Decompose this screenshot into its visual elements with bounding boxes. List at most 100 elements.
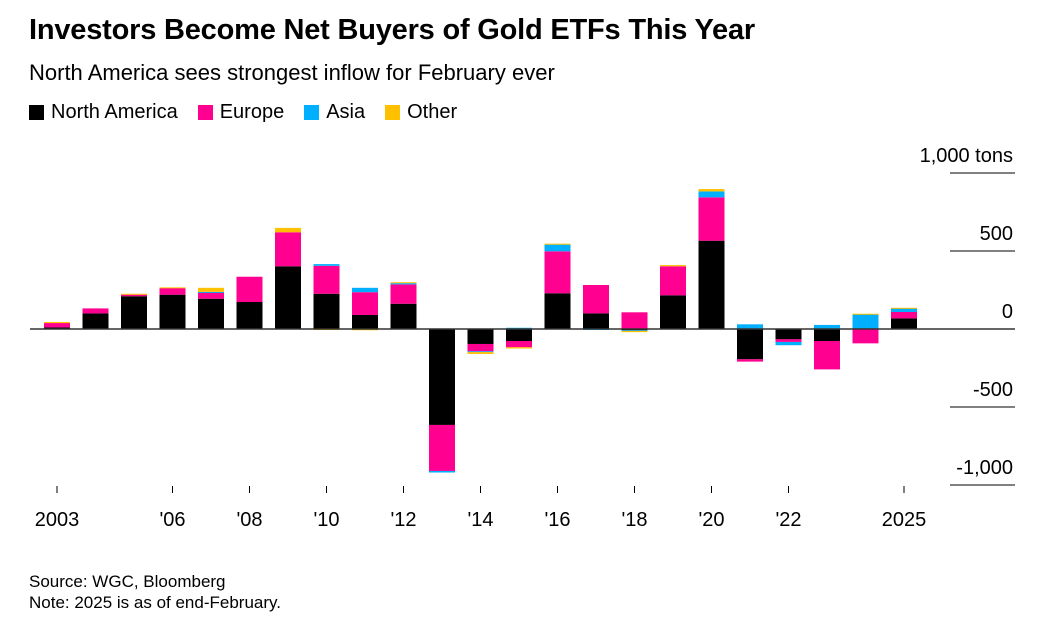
legend-label: Europe	[219, 101, 285, 123]
bar-europe-2013	[429, 424, 455, 471]
bar-other-2014	[467, 352, 494, 354]
bar-asia-2012	[390, 283, 417, 285]
bar-europe-2004	[82, 308, 109, 314]
y-tick-label: 500	[980, 223, 1013, 245]
bar-other-2005	[121, 293, 147, 295]
footer: Source: WGC, Bloomberg Note: 2025 is as …	[29, 571, 281, 613]
x-tick-label: '14	[467, 509, 493, 531]
bar-north-america-2010	[313, 293, 340, 329]
bar-europe-2021	[737, 359, 763, 362]
bar-europe-2005	[121, 294, 147, 297]
bar-north-america-2023	[814, 329, 840, 342]
bar-other-2020	[698, 189, 725, 192]
x-tick-label: '20	[698, 509, 724, 531]
bar-north-america-2003	[44, 327, 70, 329]
source-note: Source: WGC, Bloomberg	[29, 572, 226, 591]
bar-europe-2009	[275, 232, 301, 267]
bar-europe-2012	[390, 284, 417, 304]
bar-europe-2017	[583, 285, 609, 314]
bar-north-america-2014	[467, 329, 494, 344]
bar-north-america-2008	[236, 302, 263, 329]
bar-north-america-2019	[660, 295, 686, 329]
bar-asia-2018	[621, 330, 648, 332]
y-tick-label: 1,000 tons	[920, 145, 1013, 167]
bar-other-2012	[390, 282, 417, 284]
bar-europe-2003	[44, 323, 70, 328]
bar-north-america-2020	[698, 240, 725, 329]
y-tick-label: -1,000	[956, 457, 1013, 479]
legend-item-asia: Asia	[304, 101, 365, 124]
bar-north-america-2015	[506, 329, 532, 342]
chart-subtitle: North America sees strongest inflow for …	[29, 60, 555, 85]
bar-other-2024	[852, 313, 879, 315]
bar-europe-2018	[621, 312, 648, 329]
bar-asia-2007	[198, 291, 224, 293]
y-tick-label: -500	[973, 379, 1013, 401]
bar-europe-2008	[236, 276, 263, 303]
bar-asia-2014	[467, 351, 494, 353]
bar-europe-2022	[775, 339, 802, 342]
bar-europe-2011	[352, 292, 378, 315]
legend-swatch	[197, 105, 213, 120]
bar-europe-2007	[198, 292, 224, 299]
bar-asia-2023	[814, 324, 840, 329]
bar-asia-2013	[429, 470, 455, 473]
legend-swatch	[304, 105, 320, 120]
bar-north-america-2011	[352, 314, 378, 329]
bar-north-america-2012	[390, 303, 417, 329]
legend-item-other: Other	[385, 101, 457, 124]
x-tick-label: '22	[775, 509, 801, 531]
x-tick-label: 2025	[882, 509, 927, 531]
bar-other-2016	[544, 243, 571, 245]
bar-north-america-2021	[737, 329, 763, 360]
bar-asia-2010	[313, 264, 340, 266]
bar-europe-2014	[467, 343, 494, 352]
bar-europe-2016	[544, 251, 571, 294]
bar-europe-2020	[698, 197, 725, 241]
y-tick-label: 0	[1002, 301, 1013, 323]
chart-title: Investors Become Net Buyers of Gold ETFs…	[29, 14, 755, 46]
bar-north-america-2007	[198, 298, 224, 329]
bar-north-america-2009	[275, 266, 301, 329]
x-tick-label: '10	[313, 509, 339, 531]
bar-north-america-2025	[891, 318, 917, 329]
bar-asia-2021	[737, 324, 763, 329]
bar-north-america-2022	[775, 329, 802, 340]
bar-asia-2022	[775, 341, 802, 346]
legend-label: Other	[407, 101, 458, 123]
bar-other-2003	[44, 321, 70, 324]
footnote: Note: 2025 is as of end-February.	[29, 593, 281, 612]
bar-asia-2025	[891, 308, 917, 312]
legend-swatch	[29, 105, 44, 120]
bar-europe-2023	[814, 341, 840, 370]
bar-other-2009	[275, 227, 301, 233]
x-tick-label: 2003	[35, 509, 80, 531]
bar-other-2015	[506, 347, 532, 349]
bar-north-america-2004	[82, 313, 109, 329]
bar-europe-2015	[506, 341, 532, 348]
bar-north-america-2017	[583, 313, 609, 329]
x-tick-label: '18	[621, 509, 647, 531]
bar-other-2007	[198, 287, 224, 292]
bar-europe-2006	[159, 287, 186, 295]
bar-europe-2025	[891, 311, 917, 319]
bar-north-america-2005	[121, 296, 147, 329]
bar-north-america-2016	[544, 293, 571, 329]
legend-label: Asia	[326, 101, 366, 123]
bar-other-2018	[621, 330, 648, 333]
bar-other-2019	[660, 265, 686, 267]
bar-north-america-2006	[159, 294, 186, 329]
legend: North America Europe Asia Other	[29, 101, 457, 124]
bar-asia-2020	[698, 191, 725, 198]
bar-asia-2016	[544, 244, 571, 252]
bar-europe-2010	[313, 265, 340, 294]
x-tick-label: '16	[544, 509, 570, 531]
bar-other-2006	[159, 287, 186, 289]
x-tick-label: '08	[236, 509, 262, 531]
legend-item-europe: Europe	[197, 101, 285, 124]
bar-asia-2011	[352, 287, 378, 293]
legend-item-north-america: North America	[29, 101, 178, 124]
bar-europe-2019	[660, 266, 686, 296]
x-tick-label: '06	[159, 509, 185, 531]
